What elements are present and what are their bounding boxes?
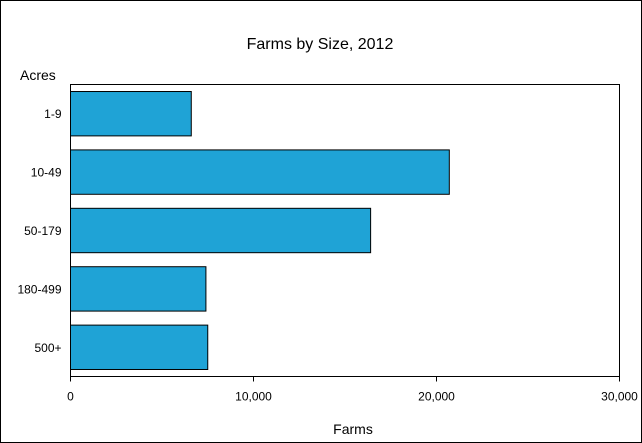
y-axis-label: Acres	[20, 67, 56, 83]
y-tick-label: 1-9	[44, 107, 62, 121]
x-tick-label: 30,000	[601, 390, 638, 404]
x-tick-label: 20,000	[418, 390, 455, 404]
x-tick-label: 10,000	[235, 390, 272, 404]
bar-1-9	[70, 91, 192, 137]
bar-50-179	[70, 207, 372, 254]
x-tick-label: 0	[67, 390, 74, 404]
bar-10-49	[70, 149, 450, 195]
bar-500+	[70, 324, 209, 370]
y-tick-label: 10-49	[31, 166, 62, 180]
y-tick-label: 50-179	[24, 224, 62, 238]
y-tick-label: 180-499	[17, 282, 61, 296]
bar-group	[70, 91, 450, 370]
y-tick-label: 500+	[34, 341, 61, 355]
bar-180-499	[70, 266, 207, 312]
y-axis-tick-labels: 1-9 10-49 50-179 180-499 500+	[17, 107, 61, 355]
chart-title: Farms by Size, 2012	[247, 36, 394, 53]
x-axis-ticks: 0 10,000 20,000 30,000	[67, 376, 638, 404]
x-axis-label: Farms	[333, 421, 373, 437]
